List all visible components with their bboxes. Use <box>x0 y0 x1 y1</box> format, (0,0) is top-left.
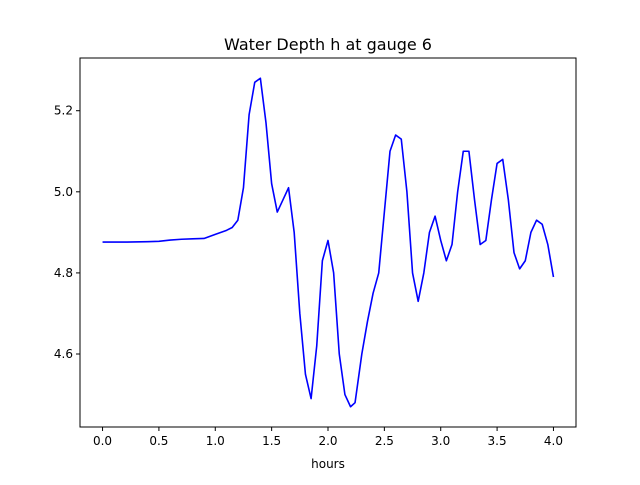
x-axis-label: hours <box>311 457 345 471</box>
x-tick-label: 1.5 <box>262 434 281 448</box>
x-tick-label: 4.0 <box>544 434 563 448</box>
y-axis-ticks: 4.6 4.8 5.0 5.2 <box>54 104 80 361</box>
x-tick-label: 2.5 <box>375 434 394 448</box>
y-tick-label: 5.2 <box>54 104 73 118</box>
x-tick-label: 3.5 <box>488 434 507 448</box>
x-tick-label: 3.0 <box>431 434 450 448</box>
series-line-0 <box>102 77 555 408</box>
chart-title: Water Depth h at gauge 6 <box>224 35 432 54</box>
x-tick-label: 0.5 <box>149 434 168 448</box>
y-tick-label: 4.8 <box>54 266 73 280</box>
plot-area <box>79 57 577 428</box>
y-tick-label: 4.6 <box>54 347 73 361</box>
y-tick-label: 5.0 <box>54 185 73 199</box>
x-tick-label: 2.0 <box>318 434 337 448</box>
x-axis-ticks: 0.0 0.5 1.0 1.5 2.0 2.5 3.0 3.5 4.0 <box>93 427 563 448</box>
x-tick-label: 1.0 <box>206 434 225 448</box>
x-tick-label: 0.0 <box>93 434 112 448</box>
